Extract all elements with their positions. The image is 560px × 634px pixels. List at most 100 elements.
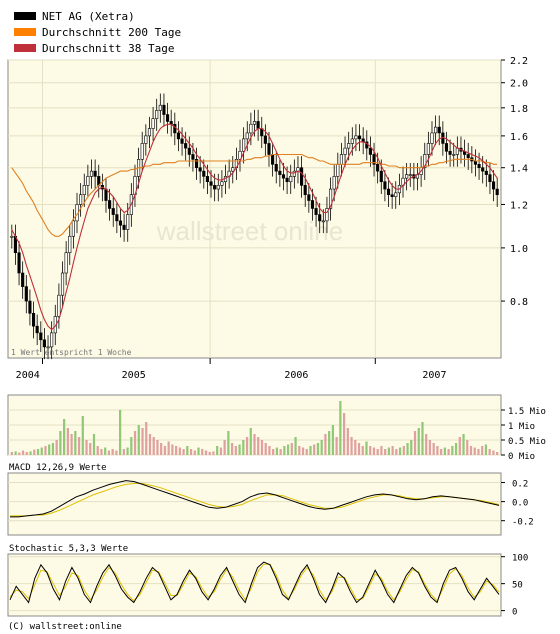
price-candle [426, 143, 430, 155]
volume-bar [380, 446, 383, 455]
volume-bar [328, 431, 331, 455]
volume-bar [466, 440, 469, 455]
price-candle [332, 176, 336, 190]
legend-item-ma200: Durchschnitt 200 Tage [14, 24, 181, 40]
volume-bar [141, 428, 144, 455]
volume-bar [331, 425, 335, 455]
volume-bar [406, 443, 409, 455]
volume-bar [428, 440, 432, 455]
price-candle [481, 167, 485, 172]
volume-bar [395, 449, 398, 455]
price-ytick-label: 2.0 [510, 79, 528, 90]
price-candle [318, 214, 322, 222]
volume-bar [55, 440, 58, 455]
volume-bar [469, 446, 473, 455]
volume-bar [484, 444, 488, 455]
volume-bar [313, 444, 316, 455]
ma38-line [11, 123, 498, 331]
volume-bar [257, 437, 260, 455]
panel-ytick-label: 0.2 [512, 480, 528, 490]
price-candle [310, 200, 315, 209]
price-candle [383, 181, 387, 190]
volume-bar [85, 440, 88, 455]
price-candle [71, 220, 75, 237]
volume-bar [402, 446, 405, 455]
price-candle [307, 194, 311, 201]
volume-bar [268, 446, 271, 455]
volume-bar [111, 449, 114, 455]
price-candle [79, 194, 83, 205]
indicator-line [10, 483, 500, 517]
price-candle [198, 167, 202, 172]
volume-bar [275, 447, 279, 455]
volume-bar [451, 446, 454, 455]
volume-bar [21, 450, 25, 455]
price-candle [126, 214, 130, 230]
volume-bar [357, 443, 361, 455]
price-candle [252, 121, 257, 125]
volume-bar [59, 431, 62, 455]
price-ytick-label: 0.8 [510, 297, 528, 308]
price-candle [437, 126, 441, 134]
volume-bar [260, 440, 264, 455]
volume-bar [301, 447, 305, 455]
volume-bar [365, 441, 368, 455]
volume-bar [242, 440, 245, 455]
volume-bar [316, 443, 320, 455]
watermark: wallstreet online [156, 216, 343, 246]
price-candle [122, 224, 126, 230]
price-candle [57, 294, 61, 317]
volume-bar [417, 428, 420, 455]
price-candle [205, 176, 209, 183]
legend-label-ma200: Durchschnitt 200 Tage [42, 25, 182, 39]
volume-bar [432, 443, 435, 455]
volume-bar [167, 441, 170, 455]
volume-bar [148, 434, 152, 455]
price-candle [267, 143, 271, 155]
volume-bar [130, 437, 133, 455]
price-candle [151, 118, 155, 129]
volume-ytick-label: 1 Mio [508, 422, 535, 432]
volume-bar [354, 440, 357, 455]
volume-bar [186, 446, 189, 455]
indicator-line [9, 561, 500, 604]
price-candle [155, 110, 159, 119]
price-candle [31, 312, 36, 327]
stoch-panel [7, 553, 502, 617]
volume-bar [298, 446, 301, 455]
price-candle [477, 164, 481, 169]
price-candle [60, 272, 65, 296]
price-candle [147, 128, 152, 137]
volume-bar [160, 443, 163, 455]
volume-bar [335, 437, 338, 455]
volume-bar [33, 449, 36, 455]
price-candle [86, 176, 90, 186]
price-candle [17, 252, 21, 274]
volume-bar [309, 446, 312, 455]
volume-bar [369, 446, 372, 455]
price-candle [39, 332, 43, 341]
price-candle [292, 170, 296, 177]
price-candle [180, 138, 184, 144]
volume-bar [350, 437, 353, 455]
volume-bar [454, 443, 458, 455]
volume-bar [384, 449, 387, 455]
volume-bar [18, 452, 21, 455]
price-candle [289, 176, 293, 183]
volume-bar [447, 449, 450, 455]
volume-bar [92, 434, 96, 455]
volume-bar [107, 450, 111, 455]
stoch-title: Stochastic 5,3,3 Werte [9, 544, 128, 554]
price-ytick-label: 1.4 [510, 164, 528, 175]
volume-bar [51, 443, 55, 455]
price-candle [82, 185, 86, 196]
volume-ytick-label: 0 Mio [508, 452, 535, 462]
volume-bar [410, 440, 413, 455]
price-ytick-label: 1.2 [510, 200, 528, 211]
legend-item-ma38: Durchschnitt 38 Tage [14, 40, 181, 56]
volume-bar [40, 447, 43, 455]
volume-bar [156, 440, 159, 455]
volume-bar [342, 413, 346, 455]
volume-bar [197, 447, 200, 455]
volume-bar [481, 446, 484, 455]
